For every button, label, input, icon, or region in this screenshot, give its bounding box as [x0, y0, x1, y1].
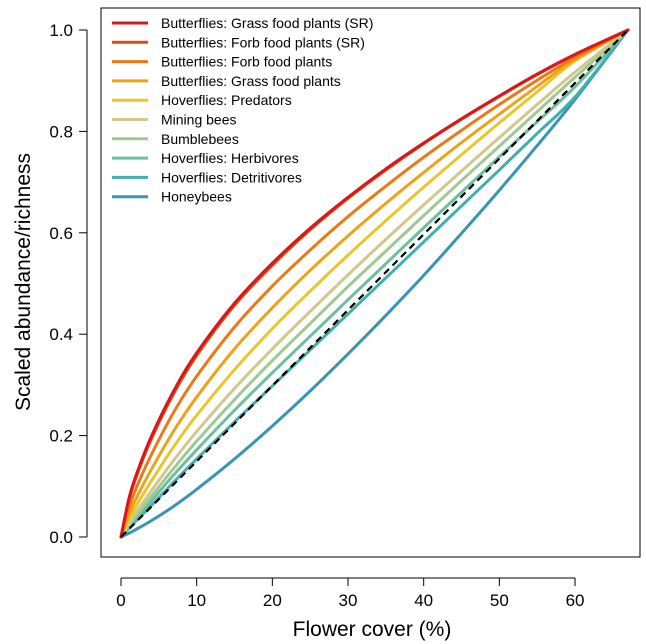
legend-label: Butterflies: Grass food plants: [161, 73, 341, 89]
x-tick-label: 40: [414, 591, 433, 610]
y-tick-label: 0.4: [49, 325, 73, 344]
series-lines: [119, 28, 630, 539]
series-line: [119, 28, 630, 539]
series-line: [119, 28, 630, 539]
x-tick-label: 20: [263, 591, 282, 610]
y-tick-label: 0.8: [49, 122, 73, 141]
y-tick-label: 0.2: [49, 427, 73, 446]
series-line: [119, 28, 630, 539]
y-tick-label: 1.0: [49, 21, 73, 40]
plot-frame: [100, 7, 641, 558]
legend-label: Mining bees: [161, 112, 237, 128]
y-tick-label: 0.6: [49, 224, 73, 243]
x-tick-label: 0: [116, 591, 125, 610]
axes: 0 10 20 30 40 50 60 0.0 0.2 0.4 0.6 0.8 1.0: [49, 21, 584, 610]
legend-label: Butterflies: Forb food plants (SR): [161, 34, 365, 50]
legend-label: Bumblebees: [161, 131, 239, 147]
legend-label: Hoverflies: Predators: [161, 92, 292, 108]
legend-label: Hoverflies: Detritivores: [161, 169, 302, 185]
legend-label: Honeybees: [161, 189, 232, 205]
series-line: [119, 28, 630, 539]
x-tick-label: 10: [187, 591, 206, 610]
x-axis-title: Flower cover (%): [293, 618, 452, 641]
series-line: [119, 28, 630, 539]
legend-label: Hoverflies: Herbivores: [161, 150, 299, 166]
series-line: [119, 28, 630, 539]
series-line: [119, 28, 630, 539]
legend-label: Butterflies: Grass food plants (SR): [161, 15, 373, 31]
y-tick-label: 0.0: [49, 528, 73, 547]
y-axis-title: Scaled abundance/richness: [12, 153, 35, 411]
x-tick-label: 30: [339, 591, 358, 610]
x-tick-label: 50: [490, 591, 509, 610]
x-tick-label: 60: [566, 591, 585, 610]
legend-label: Butterflies: Forb food plants: [161, 54, 332, 70]
legend: Butterflies: Grass food plants (SR) Butte…: [112, 15, 373, 205]
